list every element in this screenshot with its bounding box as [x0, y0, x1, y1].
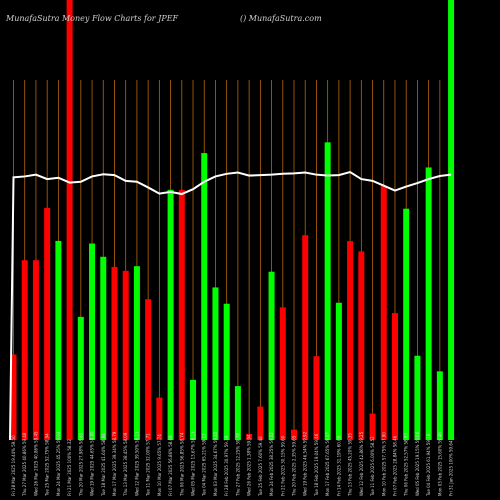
x-tick-label: Fri 31 Jan 2025 100% 59.64 [449, 440, 454, 496]
bar-32 [358, 251, 365, 440]
bar-10 [111, 266, 118, 440]
x-tick-label: Mon 10 Feb 2025 57.75% 57.90 [381, 432, 386, 496]
x-tick-label: Thu 27 Feb 2025 12.25% 59.78 [235, 433, 240, 497]
bar-11 [122, 270, 129, 440]
bar-24 [268, 271, 275, 440]
x-tick-label: Wed 19 Mar 2025 44.65% 58.80 [90, 431, 95, 496]
x-tick-label: Mon 24 Mar 2025 45.25% 59.04 [56, 431, 61, 496]
bar-4 [44, 207, 51, 440]
x-tick-label: Fri 07 Mar 2025 56.86% 58.68 [168, 435, 173, 496]
bar-12 [133, 266, 140, 440]
bar-17 [190, 379, 197, 440]
x-tick-label: Fri 28 Feb 2025 30.97% 59.39 [224, 435, 229, 496]
x-tick-label: Fri 21 Feb 2025 30.15% 59.60 [280, 435, 285, 496]
x-tick-label: Thu 20 Mar 2025 27.98% 58.65 [78, 432, 83, 497]
bar-6 [66, 0, 73, 440]
x-tick-label: Tue 11 Mar 2025 32.00% 57.71 [146, 433, 151, 497]
x-tick-label: Mon 17 Mar 2025 39.34% 58.79 [112, 431, 117, 496]
bar-40 [448, 0, 455, 440]
x-tick-label: Mon 17 Feb 2025 67.65% 59.47 [325, 432, 330, 496]
bar-36 [403, 208, 410, 440]
x-tick-label: Wed 12 Mar 2025 39.50% 58.15 [134, 431, 139, 496]
x-tick-label: Fri 21 Mar 2025 100% 58.32 [67, 439, 72, 496]
bar-19 [212, 287, 219, 440]
x-tick-label: Thu 13 Mar 2025 38.45% 58.09 [123, 432, 128, 497]
x-tick-label: Wed 19 Feb 2025 46.54% 59.92 [303, 431, 308, 496]
bar-34 [380, 185, 387, 440]
bar-29 [324, 142, 331, 440]
bar-28 [313, 356, 320, 440]
x-tick-label: Wed 26 Mar 2025 40.86% 59.45 [33, 431, 38, 496]
x-tick-label: Mon 03 Feb 2025 15.60% 59.46 [437, 432, 442, 496]
x-tick-label: Fri 28 Mar 2025 19.44% 59.50 [11, 435, 16, 496]
bar-22 [246, 433, 253, 440]
bar-35 [391, 313, 398, 440]
bar-27 [302, 235, 309, 440]
bar-2 [21, 260, 28, 440]
chart-title: MunafaSutra Money Flow Charts for JPEF [6, 14, 179, 23]
x-tick-label: Wed 05 Feb 2025 19.15% 59.06 [415, 431, 420, 496]
bar-26 [291, 429, 297, 440]
x-tick-label: Thu 20 Feb 2025 2.35% 59.65 [292, 435, 297, 497]
bar-3 [32, 260, 39, 440]
x-tick-label: Fri 07 Feb 2025 28.84% 58.46 [392, 435, 397, 496]
bar-5 [55, 240, 62, 440]
x-tick-label: Tue 25 Mar 2025 52.75% 58.94 [45, 433, 50, 497]
x-tick-label: Tue 18 Mar 2025 41.64% 58.84 [101, 433, 106, 497]
bar-33 [369, 413, 376, 440]
x-tick-label: Tue 18 Feb 2025 19.04% 59.46 [314, 433, 319, 497]
x-tick-label: Thu 06 Mar 2025 56.85% 58.74 [179, 432, 184, 497]
x-tick-label: Mon 03 Mar 2025 34.67% 59.45 [213, 431, 218, 496]
bar-31 [347, 241, 354, 440]
bar-15 [167, 189, 174, 440]
x-tick-label: Thu 27 Mar 2025 40.86% 59.48 [22, 432, 27, 497]
bar-20 [223, 303, 230, 440]
x-tick-label: Fri 14 Feb 2025 31.19% 60.09 [336, 435, 341, 496]
x-tick-label: Wed 26 Feb 2025 1.38% 59.94 [247, 434, 252, 496]
x-tick-label: Wed 05 Mar 2025 13.67% 58.15 [191, 431, 196, 496]
watermark-text: () MunafaSutra.com [240, 14, 322, 23]
x-tick-label: Thu 06 Feb 2025 52.57% 58.83 [404, 433, 409, 497]
x-tick-label: Tue 25 Feb 2025 7.60% 59.48 [258, 436, 263, 497]
x-tick-label: Mon 10 Mar 2025 9.65% 57.74 [157, 434, 162, 496]
bar-9 [100, 256, 107, 440]
bar-8 [89, 243, 96, 440]
bar-1 [10, 354, 17, 440]
x-tick-label: Tue 04 Feb 2025 61.94% 59.16 [426, 433, 431, 497]
x-tick-label: Thu 13 Feb 2025 45.20% 59.35 [348, 433, 353, 497]
bar-23 [257, 406, 264, 440]
bar-18 [201, 153, 208, 441]
x-tick-label: Wed 12 Feb 2025 42.86% 59.25 [359, 431, 364, 496]
bar-7 [77, 316, 84, 440]
x-tick-label: Mon 24 Feb 2025 38.25% 59.52 [269, 432, 274, 496]
bar-37 [414, 355, 421, 440]
bar-25 [279, 307, 286, 440]
x-tick-label: Tue 04 Mar 2025 65.21% 59.13 [202, 433, 207, 497]
bar-16 [178, 189, 185, 440]
bar-38 [425, 167, 432, 441]
x-tick-label: Tue 11 Feb 2025 6.00% 58.52 [370, 436, 375, 497]
money-flow-line [9, 170, 452, 441]
bar-13 [145, 299, 152, 440]
bar-14 [156, 397, 163, 440]
bar-21 [234, 386, 241, 440]
bar-30 [335, 302, 342, 440]
bar-39 [436, 371, 443, 440]
